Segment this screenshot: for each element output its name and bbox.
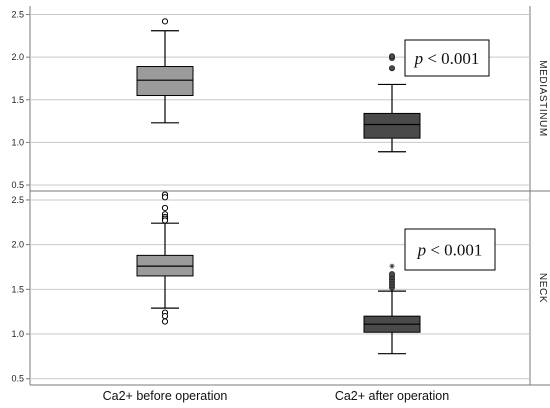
y-tick-label: 2.5 <box>11 10 24 20</box>
outlier-point <box>388 65 395 72</box>
extreme-outlier-star <box>389 263 395 269</box>
facet-label: MEDIASTINUM <box>537 60 548 137</box>
y-tick-label: 2.0 <box>11 240 24 250</box>
y-tick-label: 1.0 <box>11 329 24 339</box>
outlier-point <box>161 204 169 212</box>
p-value-symbol: p <box>414 49 424 68</box>
outlier-point <box>161 194 169 201</box>
p-value-box <box>404 228 496 271</box>
y-tick-label: 1.0 <box>11 137 24 147</box>
y-tick-label: 2.5 <box>11 195 24 205</box>
facet-label: NECK <box>537 273 548 303</box>
x-category-label: Ca2+ after operation <box>335 389 449 403</box>
outlier-point <box>161 318 169 325</box>
star-stroke <box>390 263 394 269</box>
y-tick-label: 0.5 <box>11 180 24 190</box>
p-value-symbol: p <box>417 241 427 260</box>
x-category-label: Ca2+ before operation <box>103 389 228 403</box>
p-value-label: p < 0.001 <box>414 49 480 68</box>
p-value-text: < 0.001 <box>426 241 482 260</box>
outlier-point <box>388 53 395 60</box>
outlier-point <box>161 217 169 224</box>
p-value-label: p < 0.001 <box>417 241 483 260</box>
y-tick-label: 2.0 <box>11 52 24 62</box>
y-tick-label: 0.5 <box>11 374 24 384</box>
p-value-box <box>404 39 490 77</box>
y-tick-label: 1.5 <box>11 95 24 105</box>
y-tick-label: 1.5 <box>11 284 24 294</box>
box-iqr <box>363 112 421 139</box>
outlier-point <box>161 313 169 320</box>
outlier-point <box>388 271 395 278</box>
outlier-point <box>161 18 169 25</box>
box-iqr <box>136 66 194 97</box>
p-value-text: < 0.001 <box>423 49 479 68</box>
